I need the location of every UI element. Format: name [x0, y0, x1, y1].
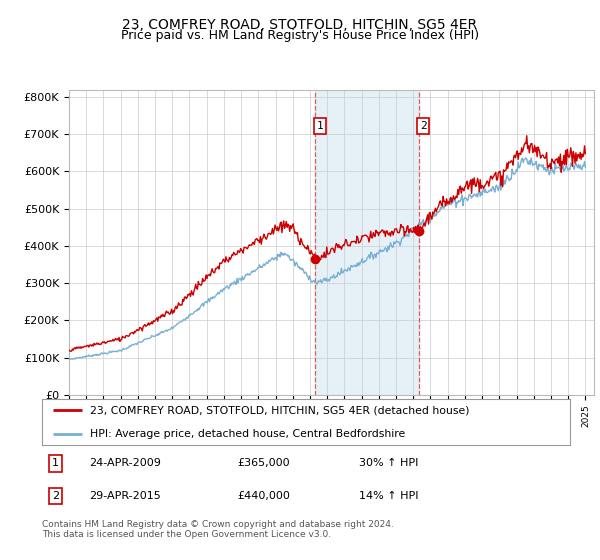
Text: 23, COMFREY ROAD, STOTFOLD, HITCHIN, SG5 4ER: 23, COMFREY ROAD, STOTFOLD, HITCHIN, SG5…	[122, 18, 478, 32]
Text: 23, COMFREY ROAD, STOTFOLD, HITCHIN, SG5 4ER (detached house): 23, COMFREY ROAD, STOTFOLD, HITCHIN, SG5…	[89, 405, 469, 416]
Text: 1: 1	[52, 459, 59, 469]
Text: 2: 2	[52, 491, 59, 501]
Text: Contains HM Land Registry data © Crown copyright and database right 2024.
This d: Contains HM Land Registry data © Crown c…	[42, 520, 394, 539]
Bar	[316, 90, 419, 395]
Text: 30% ↑ HPI: 30% ↑ HPI	[359, 459, 418, 469]
Text: 2: 2	[420, 121, 427, 131]
Text: 29-APR-2015: 29-APR-2015	[89, 491, 161, 501]
Text: 14% ↑ HPI: 14% ↑ HPI	[359, 491, 418, 501]
Text: £440,000: £440,000	[238, 491, 290, 501]
Text: 24-APR-2009: 24-APR-2009	[89, 459, 161, 469]
Text: £365,000: £365,000	[238, 459, 290, 469]
Text: HPI: Average price, detached house, Central Bedfordshire: HPI: Average price, detached house, Cent…	[89, 429, 405, 439]
Text: 1: 1	[316, 121, 323, 131]
Text: Price paid vs. HM Land Registry's House Price Index (HPI): Price paid vs. HM Land Registry's House …	[121, 29, 479, 42]
